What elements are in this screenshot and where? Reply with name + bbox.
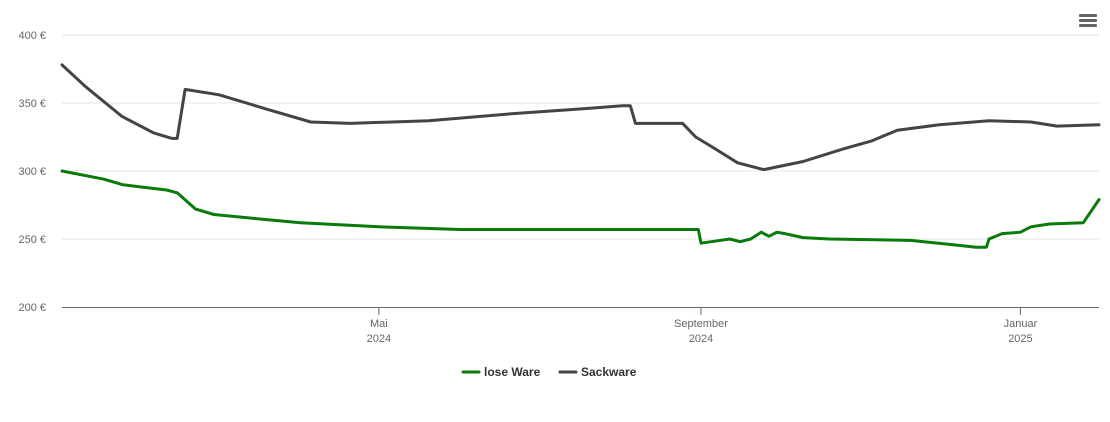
legend[interactable]: lose Ware Sackware [461, 365, 637, 379]
grid-lines [62, 34, 1099, 240]
x-axis: Mai 2024 September 2024 Januar 2025 [62, 307, 1099, 345]
x-tick-label: September [674, 318, 728, 330]
legend-label: Sackware [581, 365, 637, 379]
x-tick-sublabel: 2024 [689, 333, 713, 345]
x-tick-label: Mai [370, 318, 388, 330]
legend-item-sackware[interactable]: Sackware [558, 365, 637, 379]
hamburger-menu-icon [1079, 14, 1097, 17]
y-tick-label: 300 € [18, 166, 46, 178]
x-tick-sublabel: 2025 [1008, 333, 1032, 345]
y-tick-label: 200 € [18, 302, 46, 314]
y-tick-label: 250 € [18, 234, 46, 246]
series-line-lose-ware[interactable] [60, 169, 1101, 249]
x-tick-label: Januar [1004, 318, 1038, 330]
y-tick-label: 350 € [18, 98, 46, 110]
x-tick-sublabel: 2024 [367, 333, 391, 345]
series-line-sackware[interactable] [60, 63, 1101, 172]
series-lines [60, 63, 1101, 249]
y-axis: 200 € 250 € 300 € 350 € 400 € [18, 30, 46, 314]
y-tick-label: 400 € [18, 30, 46, 42]
chart-menu-button[interactable] [1077, 12, 1099, 32]
legend-label: lose Ware [484, 365, 541, 379]
legend-item-lose-ware[interactable]: lose Ware [461, 365, 541, 379]
